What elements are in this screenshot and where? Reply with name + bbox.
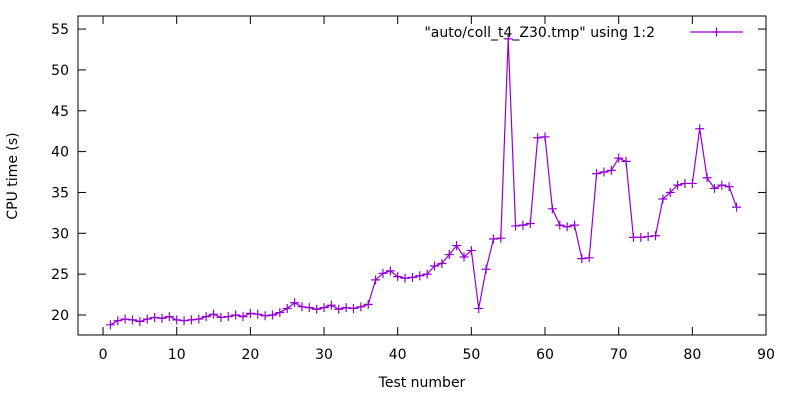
axis-ticks — [78, 16, 767, 335]
x-axis-title: Test number — [378, 375, 466, 391]
axis-tick-labels: 0 10 20 30 40 50 60 70 80 90 20 25 30 35 40 45 50 55 — [51, 22, 775, 363]
y-tick-label: 55 — [51, 22, 69, 38]
x-tick-label: 60 — [536, 347, 554, 363]
legend-plus-marker — [712, 27, 721, 37]
data-series — [105, 34, 742, 330]
y-tick-label: 50 — [51, 63, 69, 79]
plot-border — [77, 15, 767, 336]
x-tick-label: 0 — [99, 347, 108, 363]
y-tick-label: 25 — [51, 267, 69, 283]
y-tick-label: 30 — [51, 226, 69, 242]
series-plus-markers — [105, 34, 742, 330]
y-tick-label: 20 — [51, 308, 69, 324]
y-tick-label: 35 — [51, 185, 69, 201]
y-axis-title: CPU time (s) — [5, 132, 21, 219]
x-tick-label: 50 — [462, 347, 480, 363]
legend: "auto/coll_t4_Z30.tmp" using 1:2 — [424, 25, 743, 41]
legend-label: "auto/coll_t4_Z30.tmp" using 1:2 — [424, 25, 655, 41]
x-tick-label: 70 — [610, 347, 628, 363]
x-tick-label: 20 — [241, 347, 259, 363]
y-tick-label: 40 — [51, 145, 69, 161]
x-tick-label: 40 — [389, 347, 407, 363]
series-line — [110, 38, 738, 326]
x-tick-label: 10 — [168, 347, 186, 363]
x-tick-label: 80 — [683, 347, 701, 363]
y-tick-label: 45 — [51, 104, 69, 120]
x-tick-label: 90 — [757, 347, 775, 363]
x-tick-label: 30 — [315, 347, 333, 363]
